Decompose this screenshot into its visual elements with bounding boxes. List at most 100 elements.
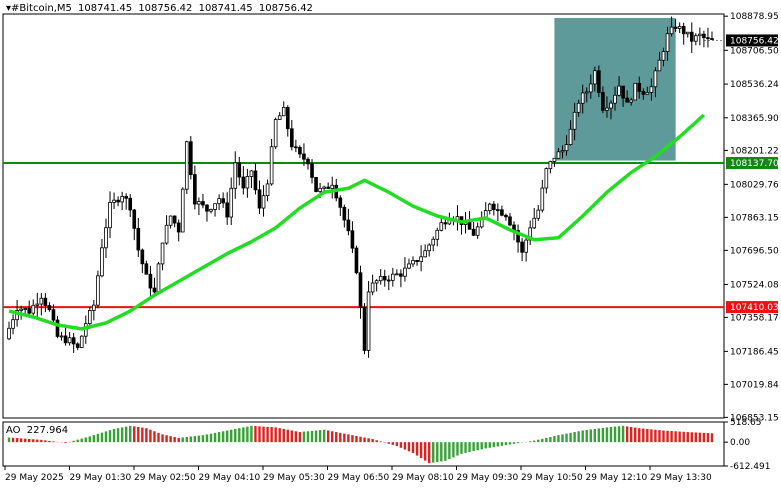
candle-body [508, 216, 512, 226]
candle-body [120, 196, 124, 203]
candle-body [136, 227, 141, 251]
candle-body [39, 297, 44, 305]
y-tick-label: 107863.15 [730, 213, 779, 223]
candle-body [184, 141, 189, 190]
x-tick-label: 29 May 2025 [5, 473, 64, 483]
candle-body [613, 94, 617, 104]
candle-body [544, 168, 549, 189]
resistance-level-tag [726, 156, 778, 169]
candle-body [601, 92, 605, 111]
candle-body [148, 273, 153, 289]
price-pane-frame [2, 13, 725, 419]
candle-body [487, 203, 492, 212]
symbol-label: ▾#Bitcoin,M5 [6, 3, 72, 14]
candle-body [358, 272, 363, 308]
x-tick-label: 29 May 13:30 [650, 473, 712, 483]
candle-body [112, 199, 116, 203]
ao-name: AO [6, 425, 21, 436]
candle-body [201, 201, 205, 206]
candle-body [67, 337, 72, 344]
candle-body [524, 239, 528, 253]
candle-body [439, 222, 444, 231]
candle-body [689, 31, 694, 42]
candle-body [350, 230, 355, 249]
candle-body [370, 282, 375, 293]
candle-body [629, 99, 633, 103]
candle-body [584, 91, 589, 94]
candle-body [435, 229, 440, 240]
candle-body [7, 327, 11, 340]
candle-body [128, 197, 133, 211]
ao-y-tick-label: -612.491 [730, 462, 770, 472]
candle-body [621, 85, 625, 99]
candle-body [104, 227, 108, 249]
candle-body [314, 176, 318, 192]
candle-body [330, 184, 335, 189]
y-tick-label: 106853.15 [730, 413, 779, 423]
candle-body [496, 209, 500, 212]
candle-body [92, 304, 96, 311]
y-tick-label: 107019.84 [730, 380, 779, 390]
candle-body [261, 195, 266, 209]
y-tick-label: 108706.50 [730, 46, 779, 56]
candle-body [71, 337, 76, 345]
close-value: 108756.42 [258, 3, 313, 14]
candle-body [645, 92, 650, 95]
candle-body [354, 247, 359, 274]
candle-body [560, 150, 565, 153]
ao-y-tick-label: 518.65 [730, 418, 762, 428]
candle-body [298, 147, 302, 155]
candle-body [641, 91, 646, 95]
candle-body [504, 214, 508, 218]
candle-body [609, 102, 613, 109]
y-tick-label: 107524.08 [730, 281, 779, 291]
candle-body [568, 128, 573, 145]
candle-body [277, 115, 282, 120]
candle-body [564, 144, 569, 152]
candle-body [532, 217, 537, 229]
candle-body [588, 83, 593, 93]
candle-body [391, 273, 395, 281]
candle-body [164, 224, 169, 244]
candle-body [419, 256, 423, 262]
candle-body [75, 343, 80, 348]
candle-body [399, 273, 403, 277]
candle-body [471, 228, 476, 236]
candle-body [649, 86, 654, 93]
candle-body [63, 335, 68, 344]
candle-body [310, 163, 314, 178]
candle-body [79, 335, 84, 348]
candle-body [382, 275, 387, 281]
candle-body [342, 206, 347, 221]
y-tick-label: 108201.22 [730, 146, 779, 156]
x-tick-label: 29 May 10:50 [521, 473, 583, 483]
candle-body [237, 162, 242, 178]
open-value: 108741.45 [78, 3, 133, 14]
candle-body [318, 187, 322, 192]
candle-body [233, 162, 238, 189]
candle-body [492, 203, 496, 211]
ao-y-tick-label: 0.00 [730, 438, 750, 448]
candle-body [378, 275, 383, 282]
candle-body [411, 260, 415, 265]
candle-body [285, 106, 290, 130]
y-tick-label: 107696.50 [730, 246, 779, 256]
candle-body [273, 119, 278, 148]
candle-body [294, 146, 298, 149]
candle-body [229, 187, 234, 218]
y-tick-label: 107186.45 [730, 347, 779, 357]
candle-body [189, 141, 193, 175]
candle-body [516, 230, 520, 243]
candle-body [156, 263, 161, 293]
candle-body [556, 151, 561, 159]
candle-body [108, 201, 112, 229]
candle-body [11, 319, 15, 329]
candle-body [415, 260, 419, 262]
candle-body [96, 275, 100, 306]
candle-body [47, 305, 52, 311]
candle-body [540, 187, 545, 211]
y-tick-label: 108536.24 [730, 80, 779, 90]
ao-header: AO 227.964 [6, 425, 71, 436]
x-tick-label: 29 May 06:50 [328, 473, 390, 483]
